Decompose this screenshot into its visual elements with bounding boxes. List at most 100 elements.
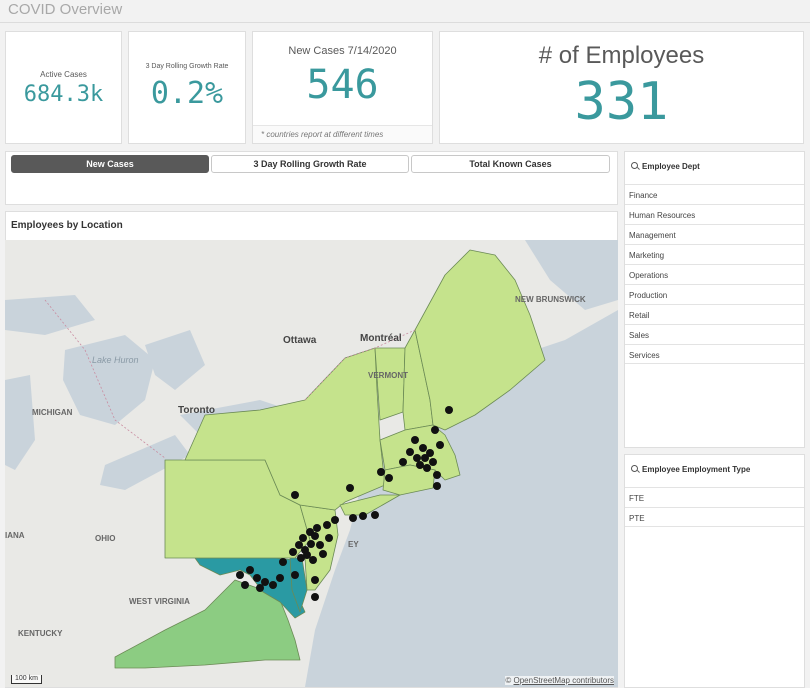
employee-dot <box>413 454 421 462</box>
map-title: Employees by Location <box>11 220 123 231</box>
filter-item-sales[interactable]: Sales <box>625 324 804 344</box>
employee-dot <box>399 458 407 466</box>
map-label-montreal: Montréal <box>360 333 402 344</box>
employee-dot <box>385 474 393 482</box>
region-vermont <box>374 347 406 421</box>
employee-dot <box>276 574 284 582</box>
kpi-label: Active Cases <box>40 70 87 79</box>
osm-attribution-link[interactable]: OpenStreetMap contributors <box>513 676 615 685</box>
border-line <box>304 329 416 401</box>
kpi-new-cases[interactable]: New Cases 7/14/2020 546 * countries repo… <box>252 31 433 144</box>
employee-dot <box>297 554 305 562</box>
map-label-michigan: MICHIGAN <box>32 408 73 417</box>
kpi-value: 546 <box>306 62 379 108</box>
search-icon[interactable] <box>631 162 638 169</box>
filter-title[interactable]: Employee Employment Type <box>625 455 804 483</box>
border-line <box>44 299 166 459</box>
georgian-bay <box>145 330 205 390</box>
filter-item-management[interactable]: Management <box>625 224 804 244</box>
filter-employment-type: Employee Employment Type FTE PTE <box>624 454 805 688</box>
filter-item-human-resources[interactable]: Human Resources <box>625 204 804 224</box>
employee-dot <box>331 516 339 524</box>
map-canvas[interactable] <box>5 240 618 687</box>
employee-dot <box>421 454 429 462</box>
kpi-value: 331 <box>574 72 669 132</box>
employee-dot <box>426 449 434 457</box>
filter-title[interactable]: Employee Dept <box>625 152 804 180</box>
map-label-jersey: EY <box>348 540 359 549</box>
filter-item-finance[interactable]: Finance <box>625 184 804 204</box>
kpi-active-cases[interactable]: Active Cases 684.3k <box>5 31 122 144</box>
employee-dot <box>291 491 299 499</box>
kpi-value: 0.2% <box>150 76 224 111</box>
employee-dot <box>241 581 249 589</box>
map-scale: 100 km <box>11 675 42 684</box>
growth-rate-button[interactable]: 3 Day Rolling Growth Rate <box>211 155 409 173</box>
kpi-footnote: * countries report at different times <box>253 125 432 143</box>
filter-item-services[interactable]: Services <box>625 344 804 364</box>
employee-dot <box>429 458 437 466</box>
map-label-indiana: IANA <box>5 531 25 540</box>
filter-title-label: Employee Dept <box>642 162 700 171</box>
region-virginia <box>114 579 301 669</box>
filter-item-retail[interactable]: Retail <box>625 304 804 324</box>
kpi-employees[interactable]: # of Employees 331 <box>439 31 804 144</box>
employee-dot <box>419 444 427 452</box>
employee-dot <box>346 484 354 492</box>
employee-dot <box>311 576 319 584</box>
filter-item-operations[interactable]: Operations <box>625 264 804 284</box>
filter-item-production[interactable]: Production <box>625 284 804 304</box>
employee-location-map[interactable]: NEW BRUNSWICK Ottawa Montréal Lake Huron… <box>5 240 618 687</box>
map-label-vermont: VERMONT <box>368 371 408 380</box>
filter-item-pte[interactable]: PTE <box>625 507 804 527</box>
employee-dot <box>236 571 244 579</box>
employee-dot <box>307 540 315 548</box>
region-long-island <box>339 494 401 516</box>
employee-dot <box>303 551 311 559</box>
employee-dot <box>325 534 333 542</box>
lake-huron <box>63 335 155 425</box>
lake-superior-edge <box>5 295 95 335</box>
employee-dot <box>416 461 424 469</box>
kpi-growth-rate[interactable]: 3 Day Rolling Growth Rate 0.2% <box>128 31 246 144</box>
employee-dot <box>433 482 441 490</box>
header-divider <box>0 22 810 23</box>
employee-dot <box>359 512 367 520</box>
kpi-label: # of Employees <box>538 42 705 69</box>
employee-dot <box>411 436 419 444</box>
attribution-prefix: © <box>505 676 514 685</box>
employee-dot <box>423 464 431 472</box>
employee-dot <box>291 571 299 579</box>
employee-dot <box>377 468 385 476</box>
new-cases-button[interactable]: New Cases <box>11 155 209 173</box>
map-label-ottawa: Ottawa <box>283 335 317 346</box>
employee-dot <box>256 584 264 592</box>
map-label-kentucky: KENTUCKY <box>18 629 63 638</box>
filter-item-fte[interactable]: FTE <box>625 487 804 507</box>
employee-dot <box>436 441 444 449</box>
employee-dot <box>323 521 331 529</box>
employee-dot <box>246 566 254 574</box>
employee-dots <box>236 406 453 601</box>
employee-dot <box>431 426 439 434</box>
employee-dot <box>269 581 277 589</box>
employee-dot <box>311 593 319 601</box>
map-label-new-brunswick: NEW BRUNSWICK <box>515 295 586 304</box>
employee-dot <box>253 574 261 582</box>
lake-erie <box>100 435 190 490</box>
map-label-lake-huron: Lake Huron <box>92 355 139 365</box>
kpi-label: 3 Day Rolling Growth Rate <box>145 63 229 70</box>
employee-dot <box>289 548 297 556</box>
lake-michigan <box>5 375 35 470</box>
employee-dot <box>295 541 303 549</box>
employee-dot <box>433 471 441 479</box>
filter-item-marketing[interactable]: Marketing <box>625 244 804 264</box>
total-known-cases-button[interactable]: Total Known Cases <box>411 155 610 173</box>
employee-dot <box>316 541 324 549</box>
kpi-label: New Cases 7/14/2020 <box>288 45 397 57</box>
map-label-toronto: Toronto <box>178 405 216 416</box>
employee-dot <box>311 532 319 540</box>
search-icon[interactable] <box>631 465 638 472</box>
atlantic-ocean <box>305 310 618 687</box>
map-label-ohio: OHIO <box>95 534 116 543</box>
